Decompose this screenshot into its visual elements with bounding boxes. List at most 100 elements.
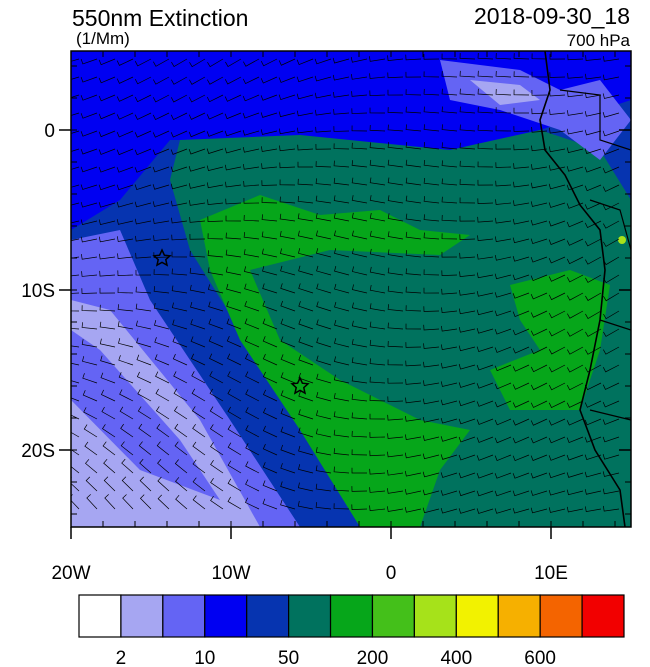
wind-barb	[531, 108, 548, 115]
wind-barb	[153, 58, 170, 67]
wind-barb	[602, 74, 620, 81]
wind-barb	[495, 162, 512, 168]
wind-barb	[441, 53, 458, 60]
wind-barb	[190, 319, 206, 330]
wind-barb	[369, 285, 386, 294]
wind-barb	[99, 338, 116, 348]
wind-barb	[134, 112, 152, 120]
wind-barb	[351, 320, 368, 330]
wind-barb	[476, 418, 494, 425]
wind-barb	[512, 400, 530, 408]
wind-barb	[171, 268, 188, 276]
wind-barb	[351, 248, 368, 258]
wind-barb	[122, 494, 134, 510]
wind-barb	[567, 310, 584, 319]
wind-barb	[584, 454, 602, 461]
wind-barb	[495, 180, 512, 187]
wind-barb	[387, 267, 404, 276]
wind-barb	[210, 477, 224, 492]
wind-barb	[334, 301, 350, 312]
wind-barb	[153, 76, 170, 85]
wind-barb	[603, 256, 620, 266]
wind-barb	[81, 305, 98, 312]
wind-barb	[134, 130, 152, 138]
wind-barb	[171, 234, 188, 241]
wind-barb	[279, 162, 296, 169]
wind-barb	[71, 476, 80, 492]
wind-barb	[477, 143, 494, 150]
wind-barb	[154, 337, 170, 348]
wind-barb	[71, 94, 80, 98]
wind-barb	[369, 195, 386, 204]
wind-barb	[530, 436, 548, 444]
wind-barb	[298, 283, 314, 294]
wind-barb	[458, 454, 476, 461]
wind-barb	[351, 74, 368, 80]
wind-barb	[566, 166, 584, 172]
wind-barb	[334, 283, 350, 294]
wind-barb	[118, 355, 134, 366]
wind-barb	[245, 371, 260, 384]
wind-barb	[280, 444, 296, 456]
wind-barb	[117, 253, 134, 259]
wind-barb	[244, 283, 260, 294]
wind-barb	[494, 436, 512, 444]
wind-barb	[245, 389, 260, 402]
wind-barb	[136, 337, 152, 348]
wind-barb	[459, 289, 476, 296]
wind-barb	[549, 109, 566, 115]
wind-barb	[585, 73, 602, 80]
wind-barb	[334, 248, 350, 258]
wind-barb	[549, 72, 566, 78]
wind-barb	[566, 292, 584, 301]
wind-barb	[170, 166, 188, 173]
wind-barb	[298, 336, 314, 348]
wind-barb	[369, 303, 386, 312]
wind-barb	[84, 441, 98, 456]
wind-barb	[245, 479, 260, 492]
colorbar-box	[371, 594, 415, 638]
wind-barb	[224, 94, 242, 102]
wind-barb	[100, 355, 116, 366]
wind-barb	[405, 342, 422, 348]
wind-barb	[71, 449, 80, 456]
wind-barb	[71, 414, 80, 420]
wind-barb	[243, 163, 260, 170]
wind-barb	[188, 130, 206, 138]
wind-barb	[476, 346, 494, 353]
wind-barb	[530, 219, 548, 226]
wind-barb	[209, 353, 224, 366]
wind-barb	[351, 338, 368, 348]
wind-barb	[297, 230, 314, 240]
wind-barb	[548, 400, 566, 409]
wind-barb	[459, 197, 476, 204]
wind-barb	[224, 130, 242, 137]
wind-barbs	[71, 52, 620, 514]
wind-barb	[567, 54, 584, 61]
wind-barb	[136, 354, 152, 366]
wind-barb	[332, 74, 350, 81]
wind-barb	[225, 215, 242, 222]
wind-barb	[459, 70, 476, 78]
wind-barb	[98, 184, 116, 191]
wind-barb	[566, 418, 584, 426]
wind-barb	[188, 112, 206, 120]
wind-barb	[315, 502, 332, 510]
wind-barb	[190, 301, 206, 312]
wind-barb	[315, 465, 332, 474]
wind-barb	[584, 111, 602, 117]
wind-barb	[548, 382, 566, 391]
wind-barb	[548, 418, 566, 426]
wind-barb	[120, 441, 134, 456]
wind-barb	[71, 328, 80, 330]
wind-barb	[530, 472, 548, 479]
wind-barb	[262, 371, 278, 384]
wind-barb	[297, 144, 314, 151]
wind-barb	[441, 251, 458, 258]
wind-barb	[423, 71, 440, 78]
wind-barb	[369, 90, 386, 97]
wind-barb	[567, 328, 584, 337]
wind-barb	[244, 353, 260, 366]
wind-barb	[602, 93, 620, 99]
